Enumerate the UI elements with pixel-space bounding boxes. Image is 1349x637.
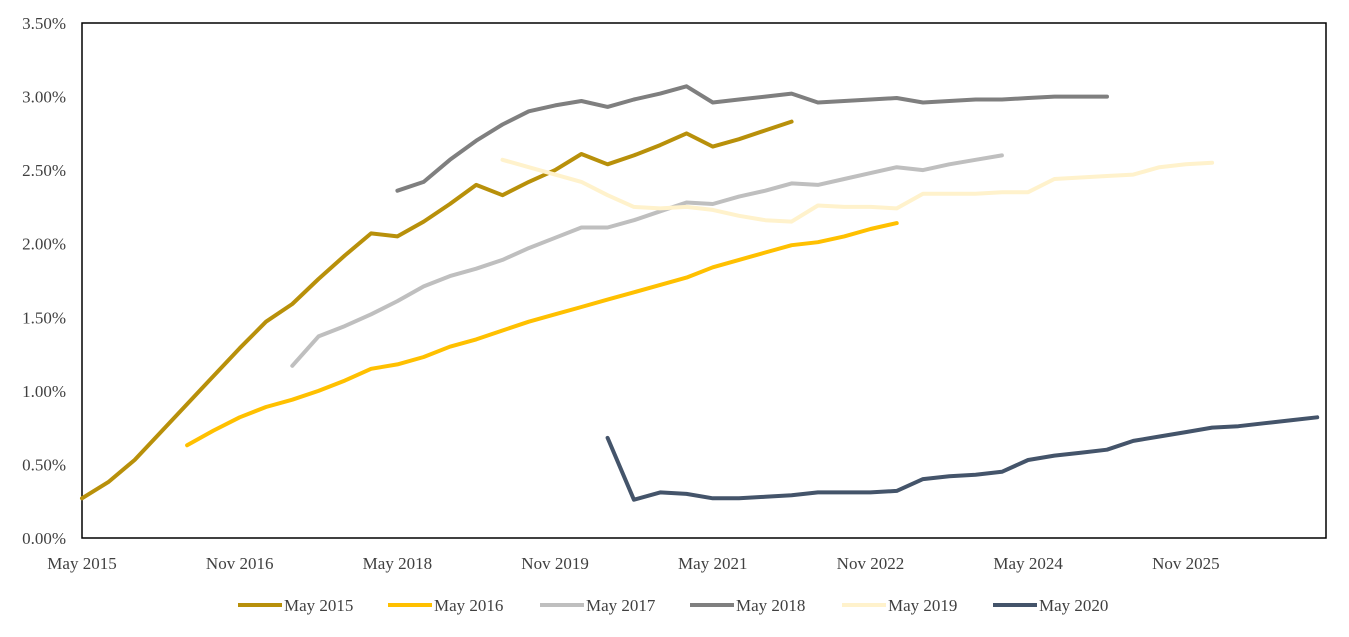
- series-lines: [80, 84, 1320, 502]
- series-line: [500, 157, 1215, 224]
- y-tick-label: 3.00%: [22, 88, 66, 107]
- y-tick-label: 2.00%: [22, 235, 66, 254]
- series-line: [80, 119, 794, 501]
- legend-label: May 2020: [1039, 596, 1108, 615]
- y-tick-label: 2.50%: [22, 161, 66, 180]
- plot-area: [81, 22, 1327, 539]
- x-axis: May 2015 Nov 2016 May 2018 Nov 2019 May 2021…: [47, 554, 1219, 573]
- y-tick-label: 3.50%: [22, 14, 66, 33]
- y-tick-label: 1.50%: [22, 308, 66, 327]
- series-line: [185, 221, 899, 448]
- x-tick-label: Nov 2022: [837, 554, 905, 573]
- legend-item: May 2016: [388, 596, 503, 615]
- x-tick-label: May 2021: [678, 554, 747, 573]
- legend: May 2015 May 2016 May 2017 May 2018 May 2019…: [238, 596, 1108, 615]
- x-tick-label: Nov 2019: [521, 554, 589, 573]
- legend-item: May 2015: [238, 596, 353, 615]
- legend-label: May 2016: [434, 596, 503, 615]
- legend-label: May 2015: [284, 596, 353, 615]
- y-tick-label: 0.50%: [22, 455, 66, 474]
- x-tick-label: May 2018: [363, 554, 432, 573]
- y-tick-label: 0.00%: [22, 529, 66, 548]
- legend-item: May 2018: [690, 596, 805, 615]
- legend-item: May 2019: [842, 596, 957, 615]
- x-tick-label: Nov 2025: [1152, 554, 1220, 573]
- x-tick-label: May 2024: [993, 554, 1063, 573]
- y-axis: 0.00% 0.50% 1.00% 1.50% 2.00% 2.50% 3.00% 3.50%: [22, 14, 66, 548]
- legend-item: May 2020: [993, 596, 1108, 615]
- legend-label: May 2019: [888, 596, 957, 615]
- legend-label: May 2018: [736, 596, 805, 615]
- y-tick-label: 1.00%: [22, 382, 66, 401]
- legend-item: May 2017: [540, 596, 656, 615]
- x-tick-label: Nov 2016: [206, 554, 274, 573]
- series-line: [395, 84, 1109, 193]
- series-line: [290, 153, 1004, 368]
- legend-label: May 2017: [586, 596, 656, 615]
- series-line: [605, 415, 1320, 502]
- x-tick-label: May 2015: [47, 554, 116, 573]
